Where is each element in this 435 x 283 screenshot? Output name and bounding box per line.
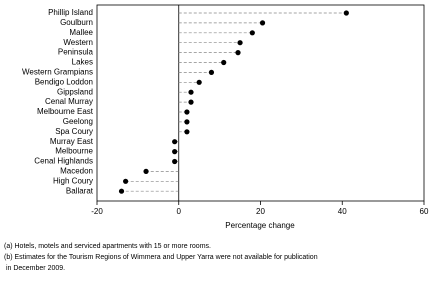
dot: [184, 129, 190, 135]
x-tick-label: -20: [91, 207, 103, 216]
footnote: (b) Estimates for the Tourism Regions of…: [4, 254, 318, 261]
footnote: (a) Hotels, motels and serviced apartmen…: [4, 243, 211, 250]
y-tick-label: Ballarat: [66, 186, 94, 195]
dot: [235, 50, 241, 56]
dot: [188, 89, 194, 95]
dot: [196, 79, 202, 85]
dot: [237, 40, 243, 46]
y-tick-label: Geelong: [63, 117, 93, 126]
dot: [343, 10, 349, 16]
y-tick-label: Peninsula: [58, 48, 94, 57]
dot: [118, 188, 125, 194]
y-tick-label: Lakes: [72, 58, 93, 67]
x-tick-label: 0: [177, 207, 182, 216]
dot: [259, 20, 266, 26]
y-tick-label: Western Grampians: [22, 68, 93, 77]
y-tick-label: Cenal Highlands: [34, 157, 93, 166]
dot: [143, 168, 149, 174]
y-tick-label: Melbourne East: [37, 107, 94, 116]
x-tick-label: 20: [256, 207, 265, 216]
y-tick-label: Western: [63, 38, 93, 47]
dot: [188, 99, 194, 105]
dot: [221, 59, 227, 66]
y-tick-label: Bendigo Loddon: [35, 77, 93, 86]
footnote: in December 2009.: [4, 265, 65, 272]
x-axis-label: Percentage change: [225, 221, 295, 230]
y-tick-label: Murray East: [50, 137, 94, 146]
y-tick-label: Gippsland: [57, 87, 93, 96]
dot: [184, 109, 190, 115]
y-tick-label: Phillip Island: [48, 8, 93, 17]
y-tick-label: Cenal Murray: [45, 97, 93, 106]
dot: [172, 149, 178, 155]
y-tick-label: High Coury: [53, 176, 93, 185]
y-tick-label: Spa Coury: [55, 127, 93, 136]
dot: [123, 178, 129, 184]
y-tick-label: Mallee: [69, 28, 93, 37]
dot: [208, 69, 215, 75]
y-tick-label: Macedon: [60, 167, 93, 176]
y-tick-label: Melbourne: [55, 147, 93, 156]
dot: [249, 30, 255, 36]
dot: [184, 119, 190, 125]
dot: [172, 158, 178, 165]
x-tick-label: 60: [420, 207, 429, 216]
y-tick-label: Goulburn: [60, 18, 93, 27]
dot: [172, 139, 178, 145]
x-tick-label: 40: [338, 207, 347, 216]
